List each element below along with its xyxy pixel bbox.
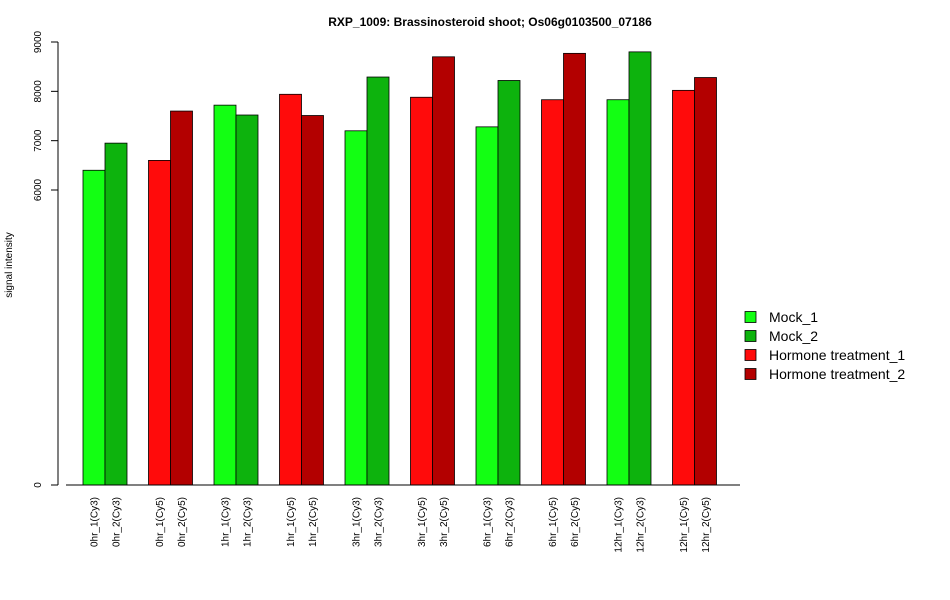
- legend-label: Mock_1: [769, 309, 818, 325]
- bar: [148, 160, 171, 486]
- x-tick-label: 6hr_1(Cy5): [548, 497, 559, 547]
- y-axis: 0 6000 7000 8000 9000: [33, 30, 59, 488]
- x-tick-label: 3hr_1(Cy3): [352, 497, 363, 547]
- bar: [410, 96, 433, 486]
- legend-label: Hormone treatment_2: [769, 366, 905, 382]
- legend-swatch: [744, 311, 757, 323]
- y-tick-label: 8000: [33, 80, 44, 103]
- x-tick-label: 3hr_1(Cy5): [417, 497, 428, 547]
- x-tick-label: 12hr_1(Cy3): [614, 497, 625, 553]
- bar: [82, 169, 106, 486]
- x-tick-label: 1hr_2(Cy3): [243, 497, 254, 547]
- bar: [344, 130, 368, 486]
- bar: [104, 142, 128, 486]
- x-tick-label: 1hr_2(Cy5): [308, 497, 319, 547]
- bar: [301, 115, 324, 486]
- bar: [170, 110, 193, 486]
- y-axis-label: signal intensity: [4, 232, 15, 298]
- y-tick-label: 0: [33, 482, 44, 488]
- y-tick-label: 9000: [33, 30, 44, 53]
- x-tick-label: 0hr_2(Cy3): [112, 497, 123, 547]
- bar: [497, 80, 521, 486]
- x-tick-labels: 0hr_1(Cy3) 0hr_2(Cy3) 0hr_1(Cy5) 0hr_2(Cy5)…: [90, 497, 713, 553]
- y-tick-label: 7000: [33, 129, 44, 152]
- bars: [82, 51, 717, 486]
- y-tick-label: 6000: [33, 178, 44, 201]
- x-tick-label: 6hr_1(Cy3): [483, 497, 494, 547]
- bar: [628, 51, 652, 486]
- x-tick-label: 0hr_1(Cy3): [90, 497, 101, 547]
- x-tick-label: 0hr_1(Cy5): [155, 497, 166, 547]
- x-tick-label: 3hr_2(Cy5): [439, 497, 450, 547]
- bar: [606, 99, 630, 486]
- x-tick-label: 1hr_1(Cy5): [286, 497, 297, 547]
- legend-label: Mock_2: [769, 328, 818, 344]
- legend-swatch: [744, 330, 757, 342]
- x-tick-label: 12hr_2(Cy3): [636, 497, 647, 553]
- bar: [235, 114, 259, 486]
- bar: [541, 99, 564, 486]
- chart-title: RXP_1009: Brassinosteroid shoot; Os06g01…: [328, 15, 652, 29]
- x-tick-label: 6hr_2(Cy5): [570, 497, 581, 547]
- bar: [366, 76, 390, 486]
- x-tick-label: 6hr_2(Cy3): [505, 497, 516, 547]
- x-tick-label: 3hr_2(Cy3): [374, 497, 385, 547]
- x-tick-label: 0hr_2(Cy5): [177, 497, 188, 547]
- x-tick-label: 12hr_1(Cy5): [679, 497, 690, 553]
- legend: Mock_1 Mock_2 Hormone treatment_1 Hormone t…: [744, 309, 905, 382]
- bar: [475, 126, 499, 486]
- bar: [672, 89, 695, 486]
- bar: [694, 77, 717, 486]
- bar: [563, 52, 586, 486]
- bar: [213, 104, 237, 486]
- bar: [279, 93, 302, 486]
- legend-label: Hormone treatment_1: [769, 347, 905, 363]
- legend-swatch: [744, 368, 757, 380]
- legend-swatch: [744, 349, 757, 361]
- x-tick-label: 12hr_2(Cy5): [701, 497, 712, 553]
- x-tick-label: 1hr_1(Cy3): [221, 497, 232, 547]
- bar: [432, 56, 455, 486]
